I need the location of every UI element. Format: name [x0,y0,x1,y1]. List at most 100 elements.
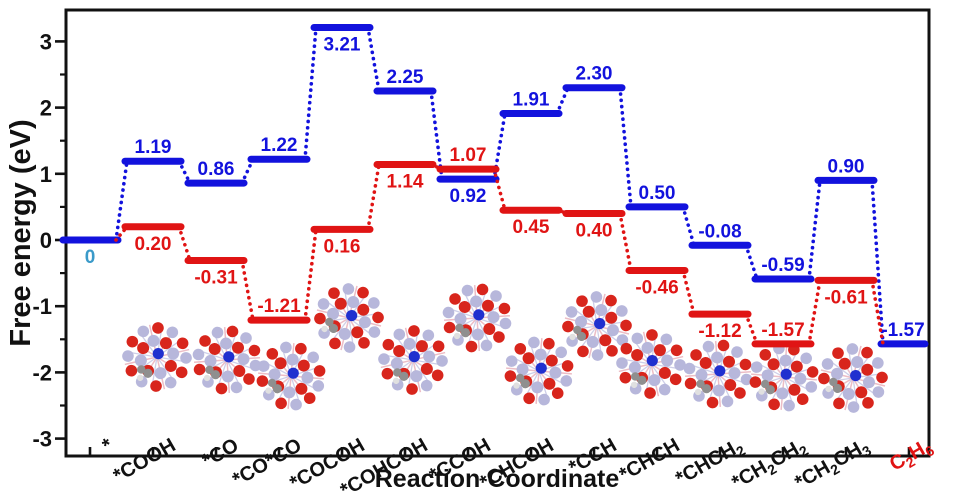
metal-atom [872,386,885,398]
oxygen-atom [420,362,433,375]
oxygen-atom [443,321,456,334]
nitrogen-atom [223,351,235,363]
oxygen-atom [739,358,752,371]
oxygen-atom [724,379,737,392]
carbon-atom [325,317,334,327]
oxygen-atom [562,320,574,333]
energy-value-label: 0.16 [324,236,361,257]
oxygen-atom [498,302,511,315]
oxygen-atom [334,297,347,310]
molecular-cluster-image [504,336,574,406]
x-category-label: *COOH [110,434,180,487]
metal-atom [658,383,671,396]
oxygen-atom [796,393,809,406]
oxygen-atom [619,371,632,384]
metal-atom [134,354,147,367]
hydrogen-atom [569,333,576,341]
oxygen-atom [818,372,830,385]
hydrogen-atom [758,388,765,395]
metal-atom [454,312,467,325]
metal-atom [851,356,864,369]
oxygen-atom [620,342,633,355]
metal-atom [641,341,654,354]
metal-atom [280,341,292,354]
metal-atom [290,398,302,411]
molecular-cluster-image [314,283,384,353]
oxygen-atom [631,349,644,362]
energy-value-label: 0.90 [828,156,865,177]
oxygen-atom [723,355,736,368]
oxygen-atom [256,375,269,387]
energy-value-label: 0 [85,247,96,268]
metal-atom [286,353,299,366]
molecular-cluster-image [616,329,686,399]
hydrogen-atom [694,388,702,396]
metal-atom [378,353,390,365]
oxygen-atom [233,365,246,378]
metal-atom [616,305,628,317]
metal-atom [154,367,167,380]
molecular-cluster-image [442,283,512,353]
oxygen-atom [620,319,632,332]
energy-value-label: -1.12 [698,321,741,342]
pathway-connector [303,227,318,322]
energy-value-labels: 0 1.19 0.86 1.22 3.21 2.25 0.92 1.91 2.30 0.50 -0.… [85,34,925,342]
energy-value-label: 2.25 [387,67,424,88]
energy-value-label: -0.08 [698,221,741,242]
oxygen-atom [458,300,471,313]
oxygen-atom [465,340,478,353]
nitrogen-atom [473,309,485,321]
metal-atom [368,297,380,309]
carbon-atom [765,385,775,395]
oxygen-atom [806,366,819,378]
oxygen-atom [381,367,394,380]
hydrogen-atom [392,377,400,385]
oxygen-atom [226,325,239,338]
metal-atom [516,363,529,376]
metal-atom [283,386,296,399]
oxygen-atom [215,382,228,395]
oxygen-atom [358,337,370,349]
metal-atom [301,371,314,384]
oxygen-atom [759,348,772,361]
oxygen-atom [605,294,617,307]
metal-atom [147,334,160,347]
metal-atom [783,399,795,412]
metal-atom [220,337,233,350]
axes-frame [64,8,931,458]
molecular-cluster-images [122,283,888,413]
x-category-label: *CO [199,434,243,472]
metal-atom [661,354,674,367]
oxygen-atom [861,346,873,359]
y-tick-label: -3 [32,427,52,452]
oxygen-atom [275,397,287,410]
carbon-atom [393,368,402,377]
oxygen-atom [432,340,445,353]
pathway-connector [240,258,255,322]
metal-atom [728,367,741,380]
oxygen-atom [208,342,221,355]
metal-atom [565,306,578,318]
oxygen-atom [125,364,138,377]
oxygen-atom [514,342,527,355]
oxygen-atom [582,305,595,318]
oxygen-atom [543,377,556,390]
hydrogen-atom [453,332,461,340]
metal-atom [393,328,406,341]
pathway-connector [555,208,570,216]
oxygen-atom [393,345,406,358]
oxygen-atom [606,345,618,357]
oxygen-atom [861,363,874,376]
pathway-connector [744,312,759,346]
energy-value-label: 0.86 [198,159,235,180]
oxygen-atom [504,370,517,382]
energy-value-label: 0.45 [513,217,550,238]
oxygen-atom [152,322,164,334]
molecular-cluster-image [749,342,819,412]
carbon-atom [267,378,277,388]
nitrogen-atom [714,365,726,377]
energy-value-label: 1.91 [513,90,550,111]
metal-atom [312,380,325,392]
energy-value-label: 3.21 [324,34,361,55]
